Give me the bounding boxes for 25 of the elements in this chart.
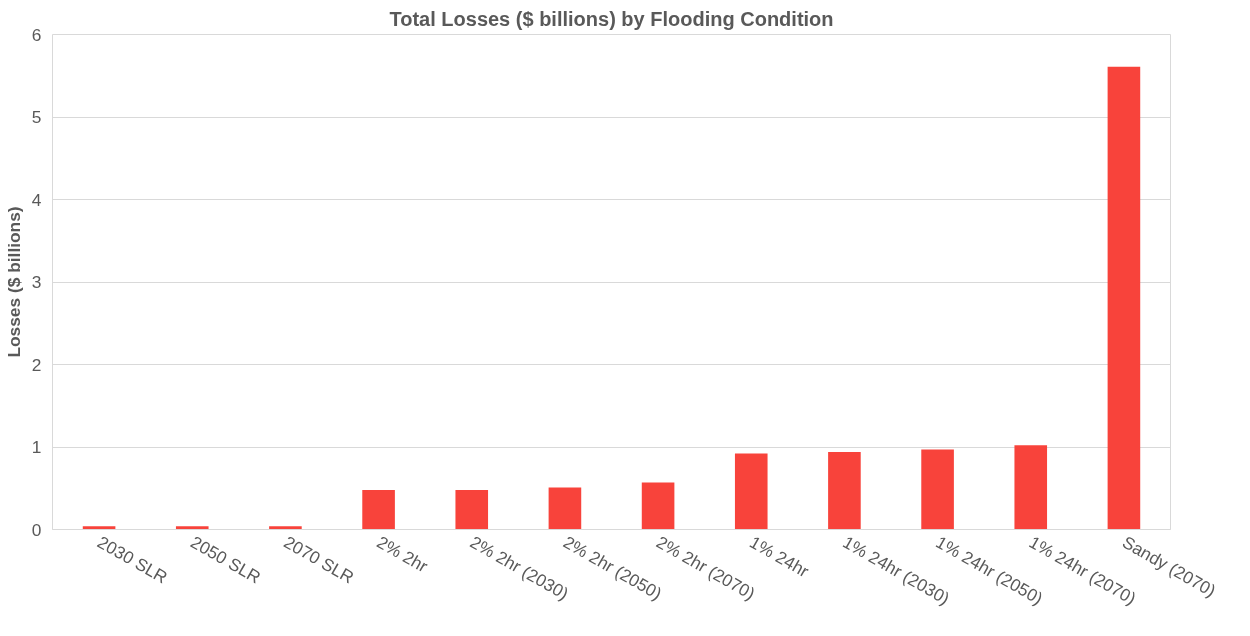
bar bbox=[1014, 445, 1048, 530]
x-tick-label: 2050 SLR bbox=[187, 531, 265, 588]
chart-title: Total Losses ($ billions) by Flooding Condition bbox=[389, 7, 834, 30]
bar bbox=[921, 449, 954, 530]
bar bbox=[734, 453, 768, 530]
bar bbox=[548, 487, 582, 530]
y-tick-label: 5 bbox=[31, 107, 42, 127]
bar bbox=[828, 451, 861, 530]
bar bbox=[362, 489, 395, 530]
x-tick-label: 2070 SLR bbox=[280, 531, 358, 588]
y-tick-label: 6 bbox=[31, 24, 42, 45]
bar bbox=[1107, 66, 1141, 530]
x-tick-label: 2030 SLR bbox=[94, 531, 171, 588]
bar bbox=[269, 526, 302, 530]
y-tick-label: 0 bbox=[31, 519, 42, 540]
y-tick-label: 3 bbox=[31, 272, 42, 292]
x-tick-label: 2% 2hr bbox=[373, 531, 432, 577]
bar bbox=[641, 482, 675, 530]
y-tick-label: 2 bbox=[31, 354, 42, 375]
bar bbox=[175, 526, 209, 530]
y-tick-label: 1 bbox=[31, 437, 42, 457]
y-axis-title: Losses ($ billions) bbox=[3, 206, 24, 358]
x-tick-label: 1% 24hr bbox=[746, 531, 813, 582]
y-tick-label: 4 bbox=[31, 189, 42, 210]
bar bbox=[455, 489, 489, 530]
